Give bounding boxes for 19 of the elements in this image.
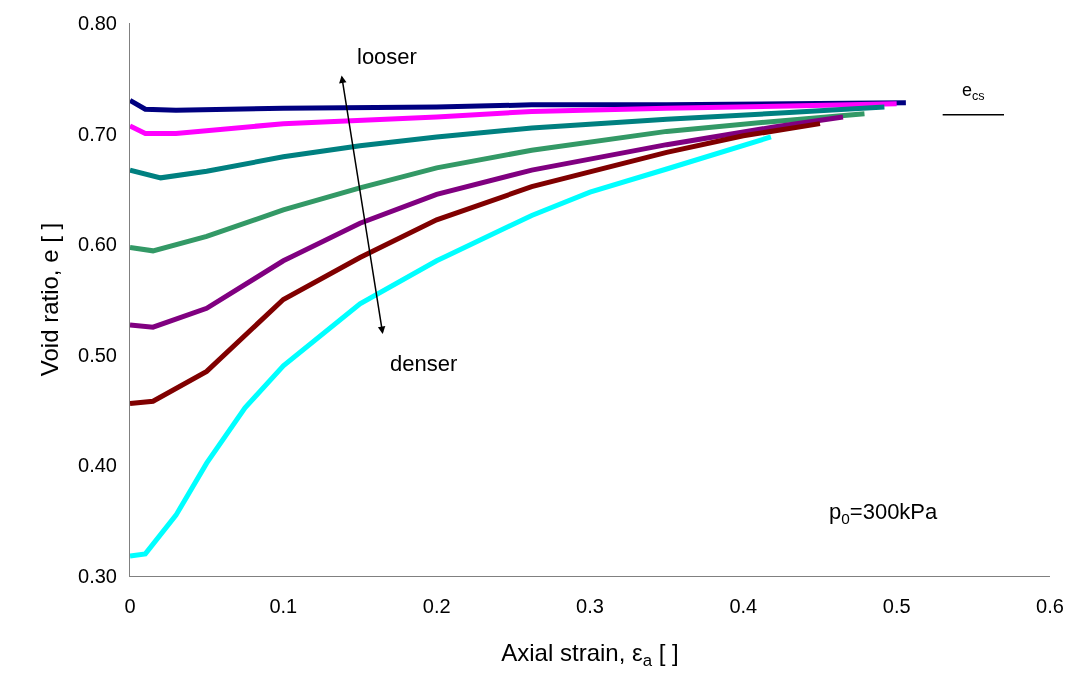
y-tick-label: 0.50: [78, 343, 117, 366]
annotation: denser: [390, 351, 458, 376]
x-axis-title: Axial strain, ε$_{a}$ [ ]: [501, 639, 679, 671]
y-tick-label: 0.30: [78, 565, 117, 587]
series-label: e$_{cs}$: [962, 80, 985, 103]
x-tick-label: 0.4: [729, 595, 758, 617]
annotation: looser: [357, 44, 417, 69]
x-tick-label: 0.2: [422, 595, 451, 617]
annotation: p$_{0}$=300kPa: [829, 499, 939, 527]
y-tick-label: 0.60: [78, 233, 117, 256]
y-tick-label: 0.80: [78, 12, 117, 34]
x-tick-label: 0.5: [882, 595, 911, 617]
x-tick-label: 0: [124, 595, 136, 617]
x-tick-label: 0.1: [269, 595, 298, 617]
x-tick-label: 0.3: [576, 595, 604, 617]
x-tick-label: 0.6: [1036, 595, 1064, 617]
y-axis-title: Void ratio, e [ ]: [36, 222, 64, 377]
y-tick-label: 0.70: [78, 122, 117, 145]
y-tick-label: 0.40: [78, 454, 117, 477]
